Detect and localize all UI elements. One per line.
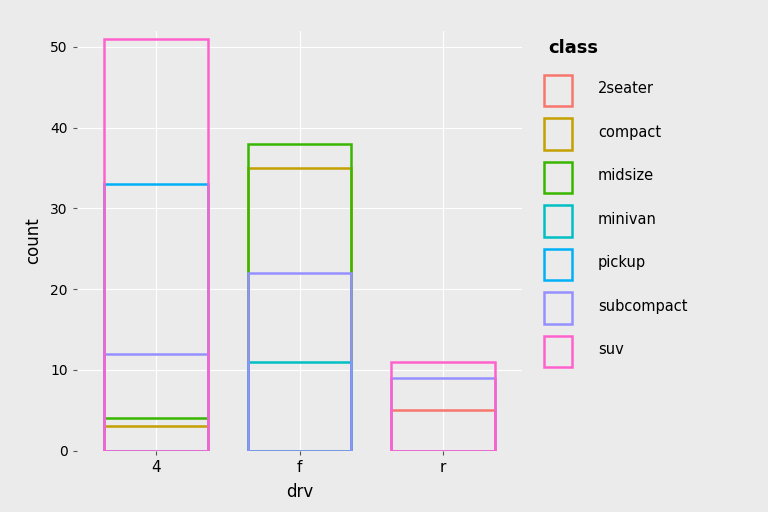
Text: minivan: minivan bbox=[598, 212, 657, 227]
Bar bbox=[248, 168, 351, 451]
Bar bbox=[104, 418, 207, 451]
Bar bbox=[392, 410, 495, 451]
Bar bbox=[248, 273, 351, 451]
Bar bbox=[104, 184, 207, 451]
Bar bbox=[104, 39, 207, 451]
FancyBboxPatch shape bbox=[544, 118, 572, 150]
FancyBboxPatch shape bbox=[544, 75, 572, 106]
Text: midsize: midsize bbox=[598, 168, 654, 183]
FancyBboxPatch shape bbox=[544, 292, 572, 324]
Text: subcompact: subcompact bbox=[598, 299, 687, 314]
Bar bbox=[104, 426, 207, 451]
Text: 2seater: 2seater bbox=[598, 81, 654, 96]
Text: suv: suv bbox=[598, 343, 624, 357]
Y-axis label: count: count bbox=[24, 217, 41, 264]
Text: compact: compact bbox=[598, 125, 661, 140]
FancyBboxPatch shape bbox=[544, 336, 572, 367]
Bar bbox=[104, 354, 207, 451]
Bar bbox=[392, 378, 495, 451]
Text: pickup: pickup bbox=[598, 255, 646, 270]
FancyBboxPatch shape bbox=[544, 162, 572, 193]
X-axis label: drv: drv bbox=[286, 483, 313, 501]
Bar bbox=[248, 362, 351, 451]
Text: class: class bbox=[548, 39, 598, 57]
Bar bbox=[248, 144, 351, 451]
Bar bbox=[392, 362, 495, 451]
FancyBboxPatch shape bbox=[544, 205, 572, 237]
FancyBboxPatch shape bbox=[544, 249, 572, 280]
